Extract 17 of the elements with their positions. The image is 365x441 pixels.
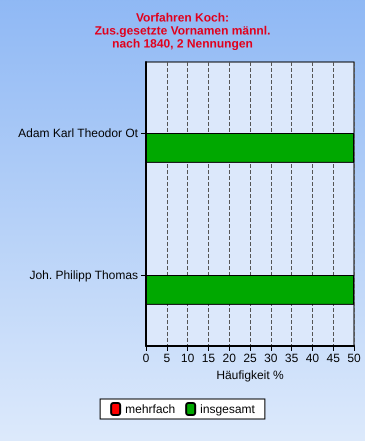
y-tick-label: Joh. Philipp Thomas [29, 268, 138, 282]
x-tick-label: 15 [202, 351, 216, 365]
x-tick-label: 0 [142, 351, 150, 365]
legend-label: insgesamt [200, 402, 256, 416]
x-tick-label: 50 [347, 351, 361, 365]
x-tick-label: 25 [243, 351, 257, 365]
x-tick-label: 20 [222, 351, 236, 365]
x-tick-label: 30 [264, 351, 278, 365]
x-tick-label: 5 [163, 351, 170, 365]
y-tick-label: Adam Karl Theodor Ot [18, 126, 139, 140]
x-tick-label: 40 [306, 351, 320, 365]
x-axis-title: Häufigkeit % [216, 368, 284, 382]
x-tick-label: 45 [326, 351, 340, 365]
x-tick-label: 10 [180, 351, 195, 365]
chart-title: Vorfahren Koch: Zus.gesetzte Vornamen männl. nach 1840, 2 Nennungen [94, 10, 270, 50]
x-tick-label: 35 [284, 351, 299, 365]
legend-label: mehrfach [125, 402, 176, 416]
